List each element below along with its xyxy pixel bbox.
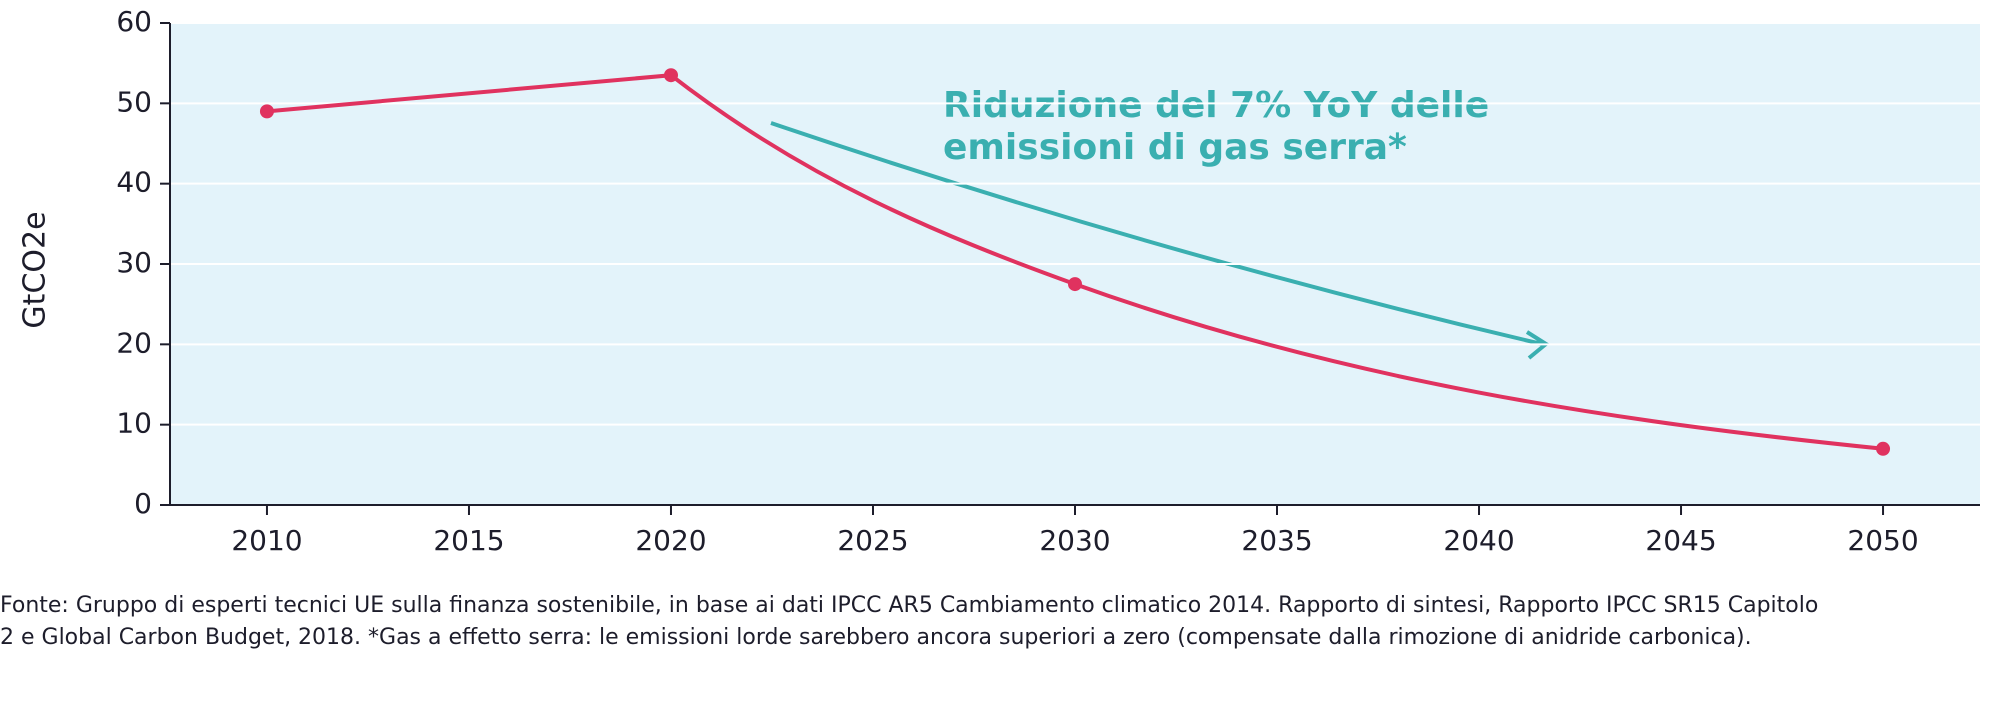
x-tick-label: 2035	[1241, 524, 1312, 557]
annotation: Riduzione del 7% YoY delle	[943, 85, 1489, 126]
line	[266, 73, 1884, 451]
annotation: emissioni di gas serra*	[943, 127, 1407, 168]
y-tick-label: 40	[116, 166, 152, 199]
x-tick-label: 2045	[1645, 524, 1716, 557]
x-tick-label: 2010	[231, 524, 302, 557]
y-tick-label: 30	[116, 246, 152, 279]
x-tick-label: 2020	[635, 524, 706, 557]
footnote-line: Fonte: Gruppo di esperti tecnici UE sull…	[0, 593, 1819, 618]
chart: GtCO2e Riduzione del 7% YoY delle emissi…	[18, 5, 1980, 557]
x-tick-label: 2040	[1443, 524, 1514, 557]
y-tick-label: 10	[116, 407, 152, 440]
x-tick-label: 2015	[433, 524, 504, 557]
y-tick-label: 0	[134, 487, 152, 520]
x-tick-label: 2025	[837, 524, 908, 557]
footnote: Fonte: Gruppo di esperti tecnici UE sull…	[0, 590, 1999, 654]
x-tick-label: 2030	[1039, 524, 1110, 557]
footnote-line: 2 e Global Carbon Budget, 2018. *Gas a e…	[0, 625, 1752, 650]
y-axis-label: GtCO2e	[18, 211, 53, 328]
y-tick-label: 60	[116, 5, 152, 38]
y-tick-label: 50	[116, 85, 152, 118]
point	[1876, 441, 1891, 456]
point	[259, 104, 274, 119]
point	[1068, 277, 1082, 292]
y-tick-label: 20	[116, 326, 152, 359]
x-tick-label: 2050	[1847, 524, 1918, 557]
point	[663, 68, 678, 83]
